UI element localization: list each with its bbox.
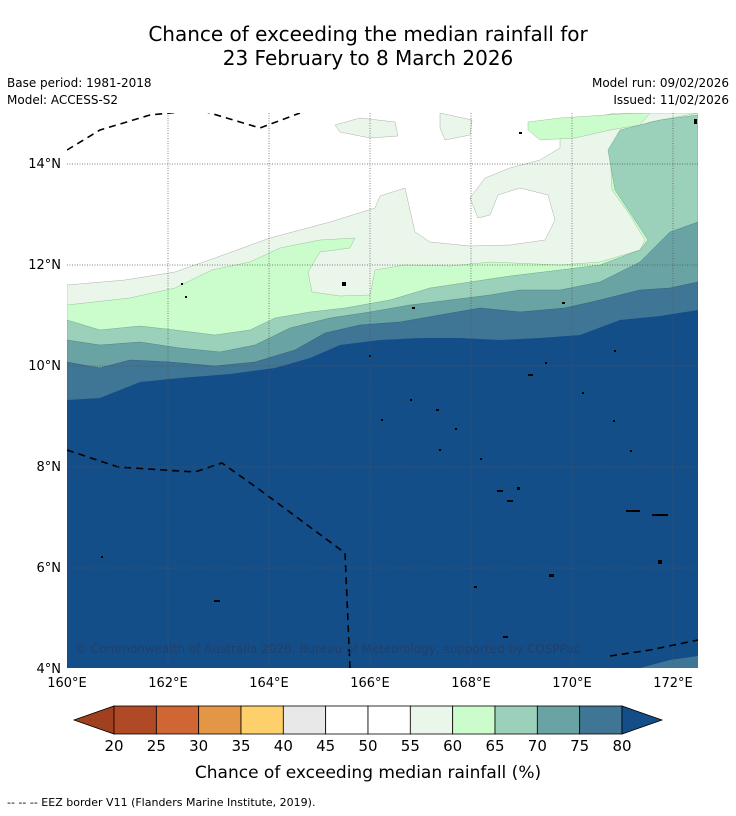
lon-tick-162e: 162°E xyxy=(148,676,188,691)
colorbar-tick-40: 40 xyxy=(274,737,293,755)
colorbar-swatch-50-55 xyxy=(367,705,411,735)
title-line-2: 23 February to 8 March 2026 xyxy=(222,46,514,70)
colorbar-swatch-40-45 xyxy=(282,705,327,735)
colorbar-tick-50: 50 xyxy=(358,737,377,755)
colorbar-over-arrow xyxy=(621,705,664,735)
colorbar-swatch-30-35 xyxy=(198,705,242,735)
colorbar-swatch-60-65 xyxy=(452,705,496,735)
meta-right: Model run: 09/02/2026 Issued: 11/02/2026 xyxy=(592,75,729,109)
colorbar-tick-30: 30 xyxy=(189,737,208,755)
colorbar-swatch-20-25 xyxy=(113,705,157,735)
issued-date: Issued: 11/02/2026 xyxy=(613,93,729,107)
colorbar-swatch-70-75 xyxy=(536,705,581,735)
lat-tick-4n: 4°N xyxy=(37,662,62,677)
lon-tick-160e: 160°E xyxy=(47,676,87,691)
colorbar-swatch-35-40 xyxy=(240,705,284,735)
title-line-1: Chance of exceeding the median rainfall … xyxy=(148,22,588,46)
lon-tick-172e: 172°E xyxy=(653,676,693,691)
gridlines xyxy=(67,113,698,668)
colorbar: 20 25 30 35 40 45 50 55 60 65 70 75 80 xyxy=(72,705,664,755)
band-above-80 xyxy=(67,310,698,668)
colorbar-tick-75: 75 xyxy=(570,737,589,755)
lat-tick-8n: 8°N xyxy=(37,460,62,475)
lat-tick-10n: 10°N xyxy=(28,359,61,374)
colorbar-under-arrow xyxy=(72,705,115,735)
map-plot-area: © Commonwealth of Australia 2026, Bureau… xyxy=(67,113,698,668)
lon-tick-166e: 166°E xyxy=(350,676,390,691)
colorbar-tick-20: 20 xyxy=(104,737,123,755)
band-corner xyxy=(640,656,698,668)
colorbar-tick-25: 25 xyxy=(147,737,166,755)
copyright-note: © Commonwealth of Australia 2026, Bureau… xyxy=(75,642,580,656)
islands xyxy=(101,119,697,638)
band-55-60-top xyxy=(334,113,473,141)
lat-tick-14n: 14°N xyxy=(28,157,61,172)
lon-axis: 160°E 162°E 164°E 166°E 168°E 170°E 172°… xyxy=(47,676,693,691)
lon-tick-164e: 164°E xyxy=(249,676,289,691)
colorbar-tick-70: 70 xyxy=(528,737,547,755)
colorbar-swatch-25-30 xyxy=(155,705,200,735)
colorbar-tick-35: 35 xyxy=(231,737,250,755)
map-title: Chance of exceeding the median rainfall … xyxy=(0,22,736,70)
colorbar-tick-80: 80 xyxy=(612,737,631,755)
lon-tick-170e: 170°E xyxy=(552,676,592,691)
eez-footer-note: -- -- -- EEZ border V11 (Flanders Marine… xyxy=(7,796,316,809)
lat-tick-6n: 6°N xyxy=(37,561,62,576)
colorbar-swatch-55-60 xyxy=(409,705,454,735)
lat-tick-12n: 12°N xyxy=(28,258,61,273)
map-figure: © Commonwealth of Australia 2026, Bureau… xyxy=(28,113,698,783)
base-period: Base period: 1981-2018 xyxy=(7,76,152,90)
colorbar-swatch-45-50 xyxy=(325,705,369,735)
colorbar-title: Chance of exceeding median rainfall (%) xyxy=(195,763,541,783)
lon-tick-168e: 168°E xyxy=(451,676,491,691)
model-run: Model run: 09/02/2026 xyxy=(591,76,729,90)
band-60-65-top xyxy=(527,113,651,141)
colorbar-tick-55: 55 xyxy=(401,737,420,755)
colorbar-tick-60: 60 xyxy=(443,737,462,755)
colorbar-swatch-75-80 xyxy=(579,705,623,735)
colorbar-tick-45: 45 xyxy=(316,737,335,755)
meta-left: Base period: 1981-2018 Model: ACCESS-S2 xyxy=(7,75,152,109)
colorbar-tick-65: 65 xyxy=(485,737,504,755)
colorbar-swatch-65-70 xyxy=(494,705,538,735)
model-name: Model: ACCESS-S2 xyxy=(7,93,119,107)
lat-axis: 14°N 12°N 10°N 8°N 6°N 4°N xyxy=(28,157,61,677)
